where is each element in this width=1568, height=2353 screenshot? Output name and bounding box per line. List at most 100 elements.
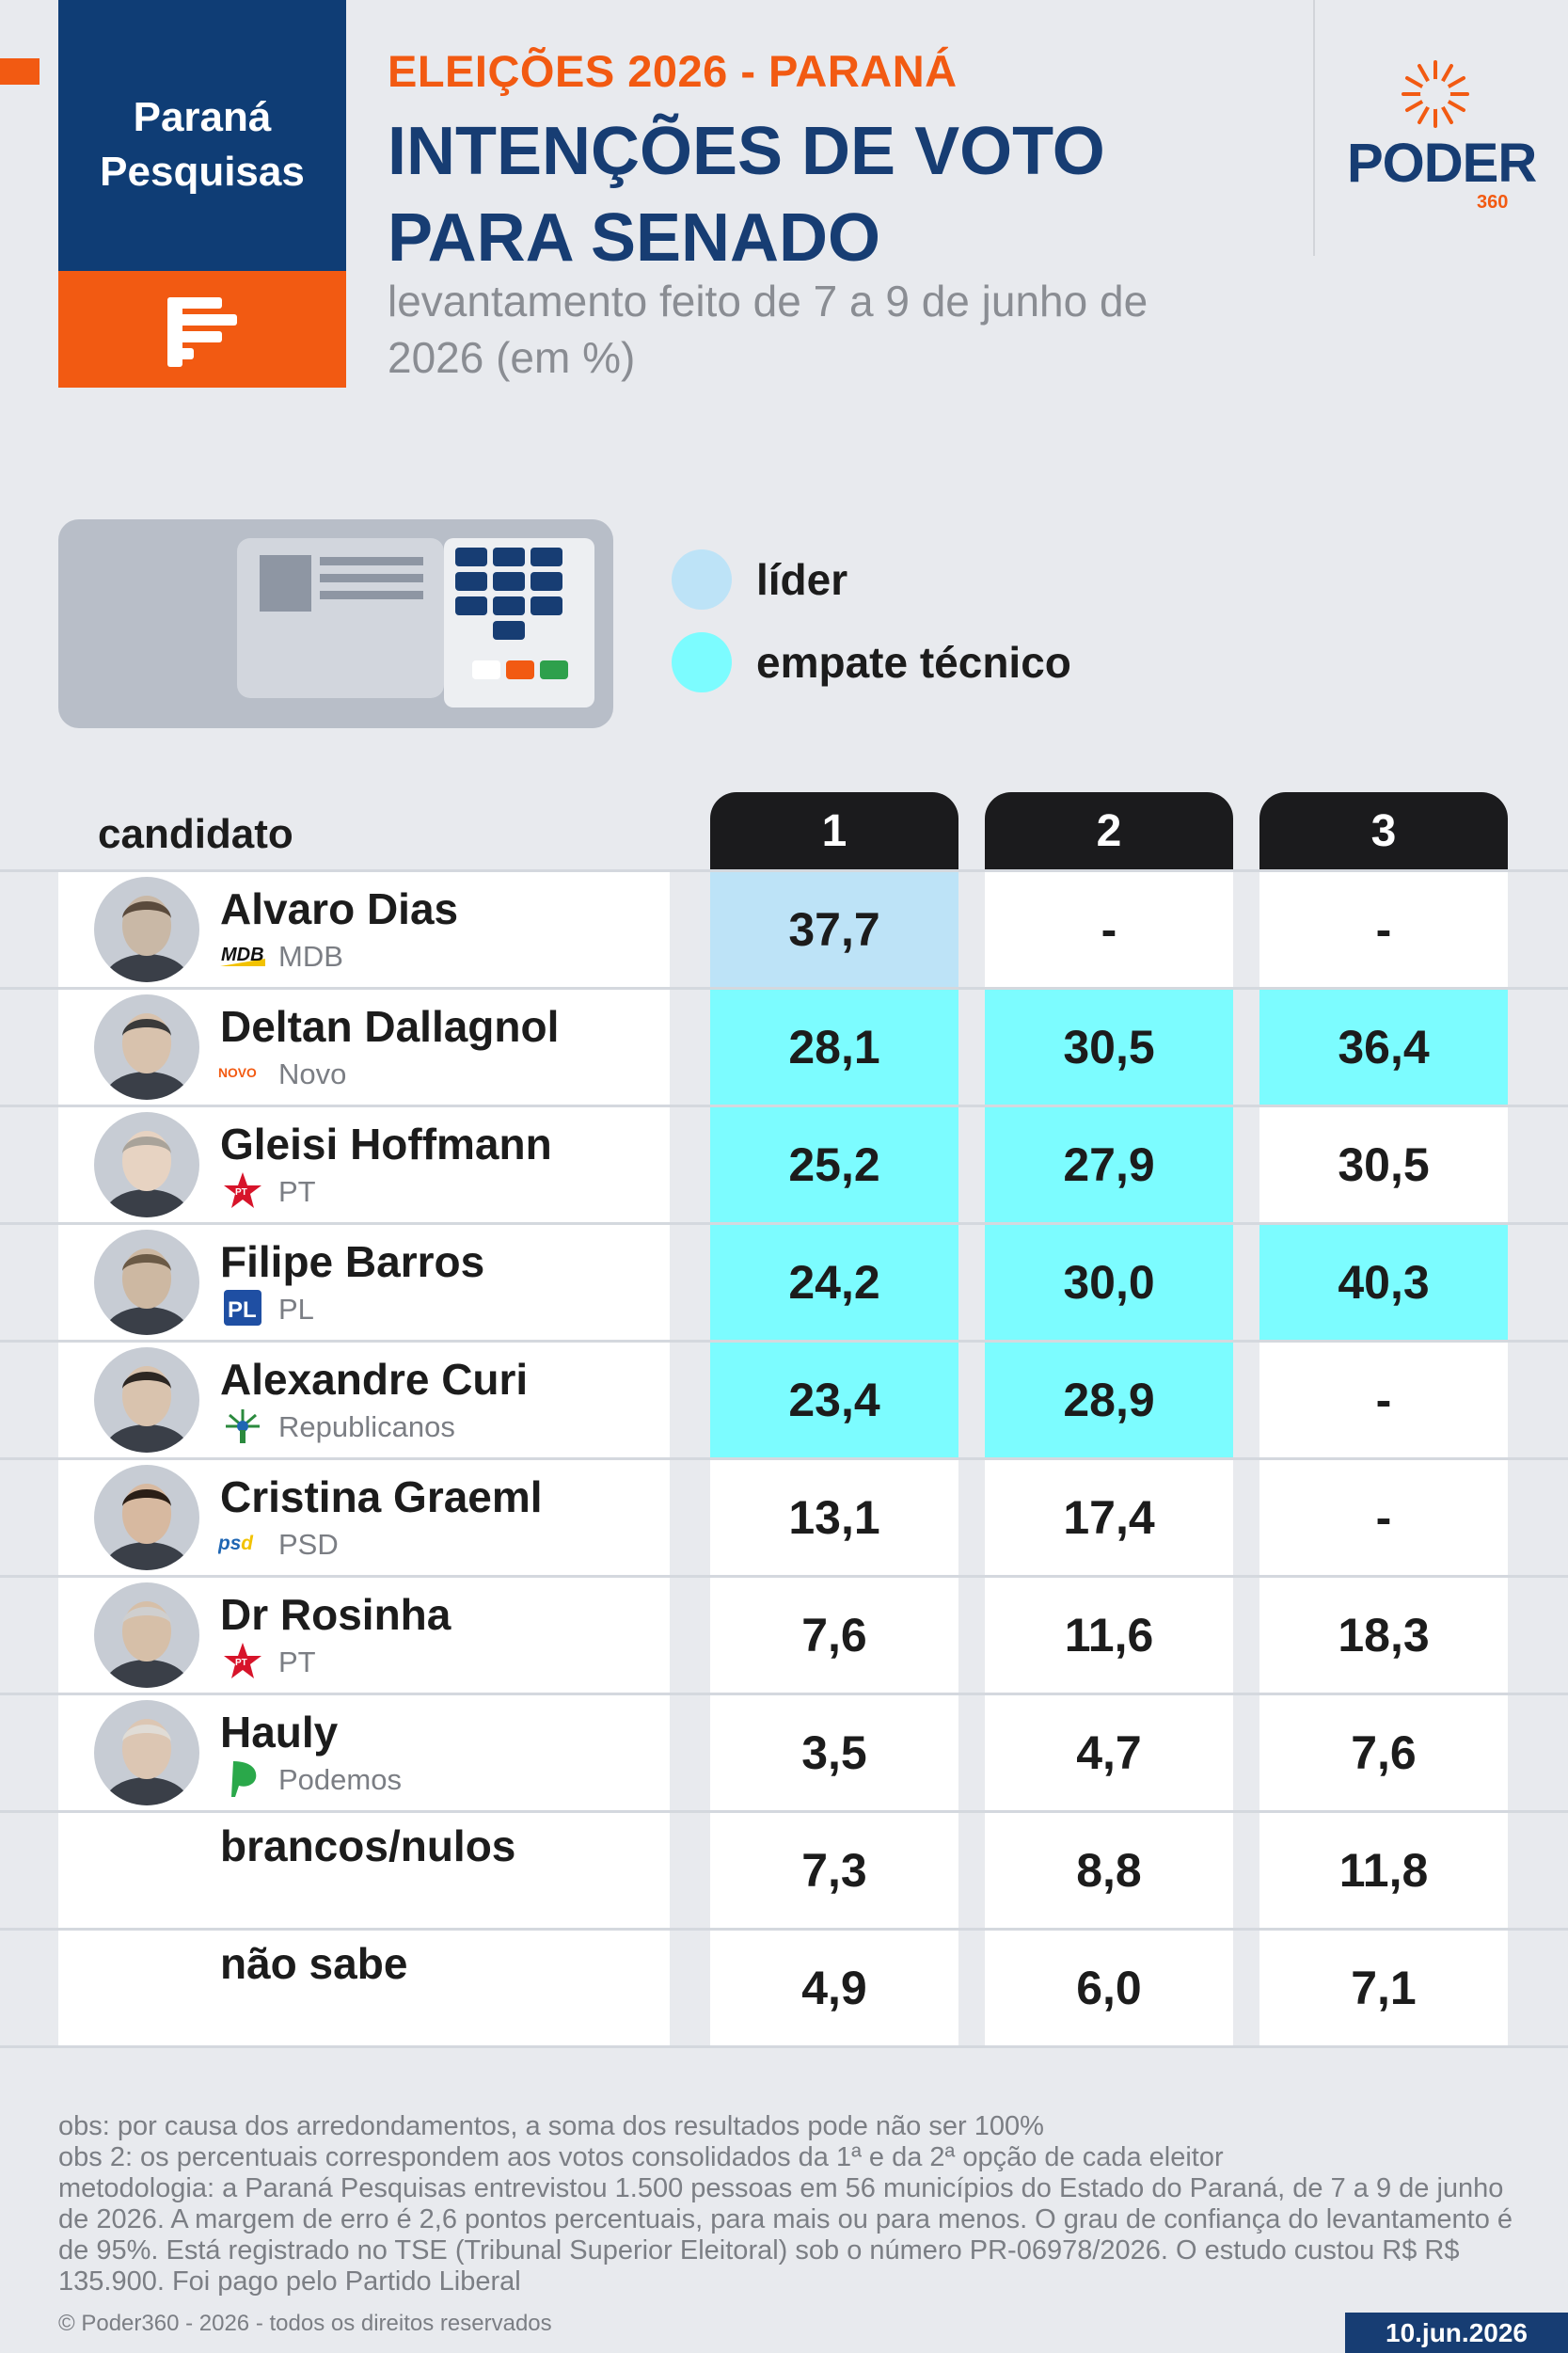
candidate-photo <box>94 1582 199 1688</box>
row-divider <box>0 2045 1568 2048</box>
pt-star-logo-icon: PT <box>218 1642 267 1679</box>
footnotes: obs: por causa dos arredondamentos, a so… <box>58 2111 1526 2297</box>
svg-text:PL: PL <box>228 1297 257 1323</box>
candidate-name: Filipe Barros <box>220 1237 485 1286</box>
value-cell-col3: 36,4 <box>1259 990 1508 1105</box>
poder-wordmark: PODER <box>1347 133 1537 194</box>
column-header-1: 1 <box>710 792 958 869</box>
row-divider <box>0 1810 1568 1813</box>
value-cell-col2: 4,7 <box>985 1695 1233 1810</box>
value-cell-col3: 40,3 <box>1259 1225 1508 1340</box>
value-cell-col3: 30,5 <box>1259 1107 1508 1222</box>
page-title: INTENÇÕES DE VOTO PARA SENADO <box>388 114 1105 276</box>
podemos-logo-icon <box>218 1759 267 1797</box>
candidate-name: brancos/nulos <box>220 1821 516 1870</box>
value-cell-col1: 23,4 <box>710 1343 958 1457</box>
value-cell-col1: 13,1 <box>710 1460 958 1575</box>
party-name: PSD <box>278 1528 339 1561</box>
ballot-box-icon <box>58 519 613 728</box>
pp-mark-icon <box>167 297 237 367</box>
candidate-name: Deltan Dallagnol <box>220 1002 560 1051</box>
republicanos-logo-icon <box>218 1407 267 1444</box>
value-cell-col3: - <box>1259 872 1508 987</box>
value-cell-col3: 7,6 <box>1259 1695 1508 1810</box>
table-row-candidate: Hauly Podemos <box>58 1695 670 1810</box>
pl-logo-icon: PL <box>218 1289 267 1327</box>
pollster-name-line2: Pesquisas <box>100 149 305 195</box>
column-header-2: 2 <box>985 792 1233 869</box>
candidate-photo <box>94 1112 199 1217</box>
legend-lider-label: líder <box>756 555 848 604</box>
value-cell-col3: - <box>1259 1460 1508 1575</box>
table-row-candidate: Cristina Graeml ps d PSD <box>58 1460 670 1575</box>
value-cell-col2: - <box>985 872 1233 987</box>
row-divider <box>0 1222 1568 1225</box>
svg-text:MDB: MDB <box>221 945 264 965</box>
value-cell-col2: 6,0 <box>985 1931 1233 2045</box>
svg-text:d: d <box>241 1533 254 1554</box>
novo-logo-icon: NOVO <box>218 1054 267 1091</box>
row-divider <box>0 1340 1568 1343</box>
value-cell-col1: 25,2 <box>710 1107 958 1222</box>
sunburst-icon <box>1402 60 1469 128</box>
row-divider <box>0 987 1568 990</box>
party-name: PT <box>278 1646 316 1678</box>
table-row-candidate: Dr Rosinha PT PT <box>58 1578 670 1693</box>
row-divider <box>0 1457 1568 1460</box>
value-cell-col2: 11,6 <box>985 1578 1233 1693</box>
value-cell-col3: - <box>1259 1343 1508 1457</box>
candidate-photo <box>94 1700 199 1805</box>
candidate-photo <box>94 1465 199 1570</box>
value-cell-col2: 8,8 <box>985 1813 1233 1928</box>
value-cell-col1: 4,9 <box>710 1931 958 2045</box>
legend-lider-swatch <box>672 549 732 610</box>
value-cell-col2: 17,4 <box>985 1460 1233 1575</box>
row-divider <box>0 869 1568 872</box>
party-name: PL <box>278 1293 314 1326</box>
poder-360-suffix: 360 <box>1477 192 1509 213</box>
poder360-logo: PODER 360 <box>1334 56 1537 216</box>
value-cell-col1: 7,6 <box>710 1578 958 1693</box>
table-row-candidate: Alexandre Curi Republicanos <box>58 1343 670 1457</box>
header-divider <box>1313 0 1315 256</box>
legend-lider: líder <box>672 549 847 610</box>
candidate-photo <box>94 994 199 1100</box>
value-cell-col3: 18,3 <box>1259 1578 1508 1693</box>
subtitle: levantamento feito de 7 a 9 de junho de … <box>388 277 1148 382</box>
value-cell-col3: 11,8 <box>1259 1813 1508 1928</box>
table-row-candidate: não sabe <box>58 1931 670 2045</box>
svg-text:NOVO: NOVO <box>218 1065 257 1080</box>
party-name: PT <box>278 1175 316 1208</box>
table-row-candidate: brancos/nulos <box>58 1813 670 1928</box>
value-cell-col1: 7,3 <box>710 1813 958 1928</box>
value-cell-col1: 24,2 <box>710 1225 958 1340</box>
party-name: Republicanos <box>278 1410 455 1443</box>
value-cell-col1: 28,1 <box>710 990 958 1105</box>
svg-text:PT: PT <box>235 1187 247 1198</box>
psd-logo-icon: ps d <box>218 1524 267 1562</box>
accent-bar <box>0 58 40 85</box>
legend-empate-swatch <box>672 632 732 692</box>
table-row-candidate: Alvaro Dias MDB MDB <box>58 872 670 987</box>
svg-text:PT: PT <box>235 1658 247 1668</box>
table-row-candidate: Deltan Dallagnol NOVO Novo <box>58 990 670 1105</box>
svg-text:ps: ps <box>218 1533 241 1554</box>
column-header-candidato: candidato <box>98 811 293 857</box>
party-name: Podemos <box>278 1763 402 1796</box>
candidate-photo <box>94 1347 199 1453</box>
row-divider <box>0 1693 1568 1695</box>
party-name: MDB <box>278 940 343 973</box>
legend-empate: empate técnico <box>672 632 1071 692</box>
table-row-candidate: Filipe Barros PL PL <box>58 1225 670 1340</box>
kicker: ELEIÇÕES 2026 - PARANÁ <box>388 46 958 96</box>
candidate-name: Gleisi Hoffmann <box>220 1120 552 1169</box>
table-row-candidate: Gleisi Hoffmann PT PT <box>58 1107 670 1222</box>
methodology: metodologia: a Paraná Pesquisas entrevis… <box>58 2173 1513 2297</box>
legend-empate-label: empate técnico <box>756 638 1071 687</box>
column-header-3: 3 <box>1259 792 1508 869</box>
value-cell-col2: 30,0 <box>985 1225 1233 1340</box>
candidate-name: Hauly <box>220 1708 339 1757</box>
value-cell-col2: 27,9 <box>985 1107 1233 1222</box>
party-name: Novo <box>278 1057 347 1090</box>
date-badge: 10.jun.2026 <box>1345 2313 1568 2353</box>
